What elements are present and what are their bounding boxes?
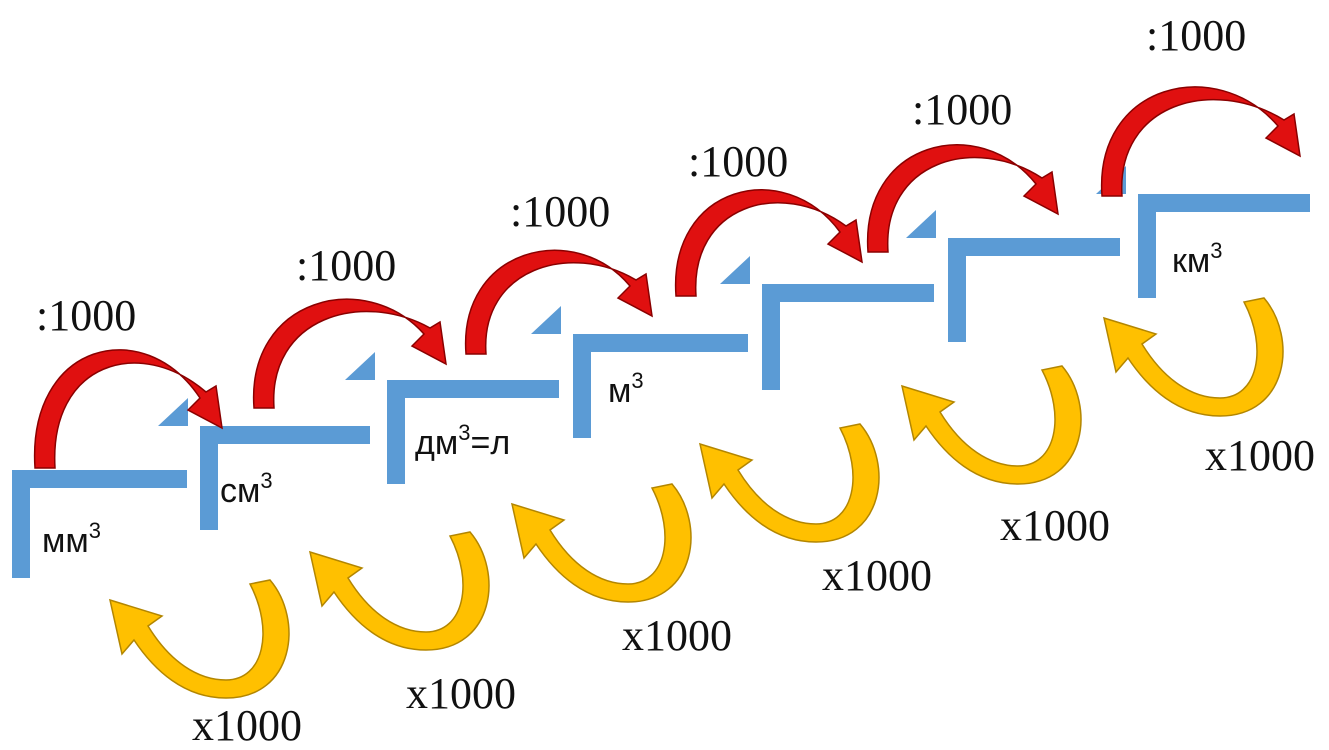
curved-arrow-left-icon	[108, 579, 290, 699]
step-riser	[200, 426, 218, 530]
divide-label: :1000	[36, 291, 136, 340]
unit-exponent: 3	[458, 420, 470, 445]
unit-base: см	[220, 472, 260, 510]
multiply-labels: x1000 x1000 x1000 x1000 x1000 x1000	[192, 431, 1315, 750]
unit-base: м	[608, 372, 631, 410]
unit-label: м3	[608, 368, 644, 410]
step-corner-triangle	[720, 256, 750, 284]
step-riser	[573, 334, 591, 438]
divide-label: :1000	[1146, 11, 1246, 60]
curved-arrow-right-icon	[1101, 86, 1301, 197]
multiply-label: x1000	[822, 551, 932, 600]
curved-arrow-right-icon	[33, 349, 223, 469]
step	[345, 352, 559, 484]
step	[906, 210, 1120, 342]
curved-arrow-left-icon	[308, 531, 490, 651]
step-riser	[12, 470, 30, 578]
step-tread	[573, 334, 748, 352]
unit-label: мм3	[42, 518, 101, 560]
step	[531, 306, 748, 438]
step-corner-triangle	[345, 352, 375, 380]
multiply-arrows	[108, 297, 1284, 699]
divide-label: :1000	[688, 137, 788, 186]
step-corner-triangle	[906, 210, 936, 238]
multiply-label: x1000	[622, 611, 732, 660]
curved-arrow-left-icon	[698, 423, 880, 543]
step-corner-triangle	[158, 398, 188, 426]
curved-arrow-left-icon	[1102, 297, 1284, 417]
unit-exponent: 3	[1210, 238, 1222, 263]
step-riser	[387, 380, 405, 484]
unit-base: мм	[42, 522, 89, 560]
step	[12, 470, 187, 578]
curved-arrow-left-icon	[900, 365, 1082, 485]
step	[720, 256, 934, 390]
step-corner-triangle	[531, 306, 561, 334]
step-tread	[12, 470, 187, 488]
multiply-label: x1000	[1000, 501, 1110, 550]
step-tread	[387, 380, 559, 398]
step-riser	[762, 284, 780, 390]
unit-suffix: =л	[470, 424, 510, 462]
unit-label: км3	[1172, 238, 1223, 280]
unit-label: см3	[220, 468, 273, 510]
curved-arrow-right-icon	[867, 144, 1059, 253]
unit-base: км	[1172, 242, 1210, 280]
multiply-label: x1000	[1205, 431, 1315, 480]
step-tread	[1138, 194, 1310, 212]
divide-arrows	[33, 86, 1301, 469]
multiply-label: x1000	[192, 701, 302, 750]
curved-arrow-left-icon	[510, 483, 692, 603]
step-tread	[762, 284, 934, 302]
step	[158, 398, 370, 530]
divide-label: :1000	[510, 187, 610, 236]
unit-exponent: 3	[89, 518, 101, 543]
step-riser	[948, 238, 966, 342]
staircase-steps	[12, 166, 1310, 578]
unit-exponent: 3	[631, 368, 643, 393]
curved-arrow-right-icon	[465, 249, 653, 355]
multiply-label: x1000	[406, 669, 516, 718]
unit-label: дм3=л	[415, 420, 510, 462]
unit-exponent: 3	[260, 468, 272, 493]
divide-label: :1000	[912, 85, 1012, 134]
step-tread	[948, 238, 1120, 256]
divide-label: :1000	[296, 241, 396, 290]
unit-base: дм	[415, 424, 458, 462]
divide-labels: :1000 :1000 :1000 :1000 :1000 :1000	[36, 11, 1246, 340]
step-riser	[1138, 194, 1156, 298]
step-tread	[200, 426, 370, 444]
curved-arrow-right-icon	[674, 189, 863, 297]
curved-arrow-right-icon	[253, 298, 447, 409]
